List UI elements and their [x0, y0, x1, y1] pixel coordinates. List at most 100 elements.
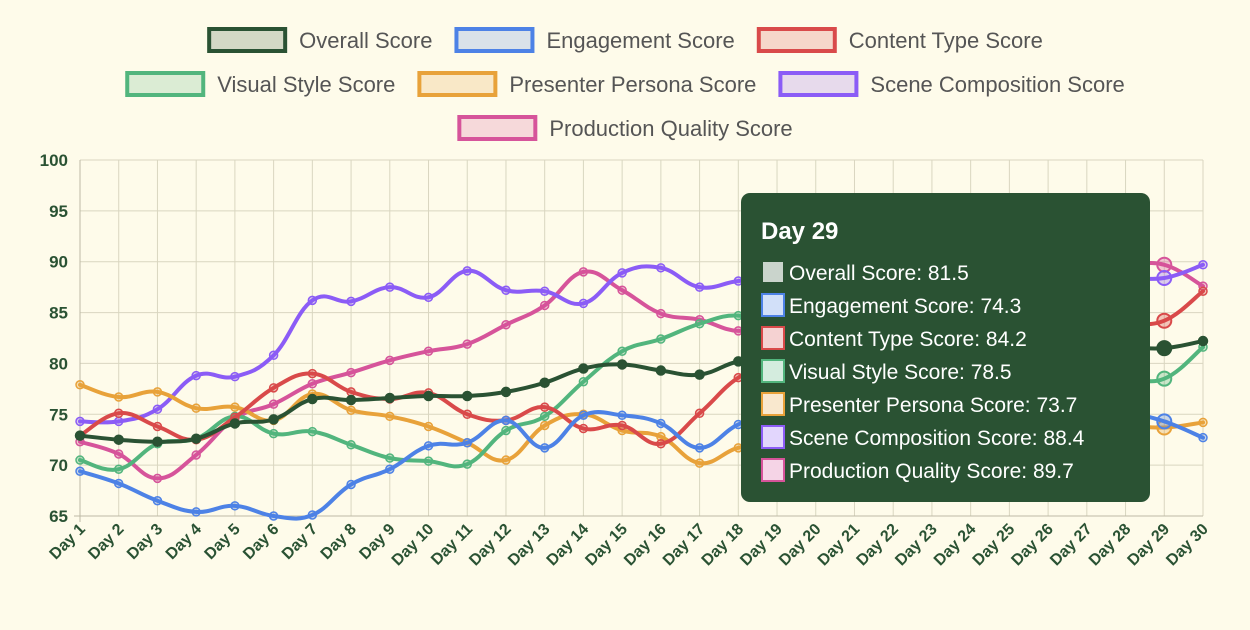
data-point[interactable] — [578, 363, 589, 374]
legend-item[interactable]: Scene Composition Score — [778, 71, 1125, 97]
data-point[interactable] — [75, 466, 85, 476]
data-point[interactable] — [501, 455, 511, 465]
data-point[interactable] — [75, 416, 85, 427]
data-point[interactable] — [152, 387, 163, 397]
data-point[interactable] — [616, 359, 628, 370]
data-point[interactable] — [656, 418, 666, 429]
data-point[interactable] — [423, 456, 434, 466]
data-point[interactable] — [462, 339, 472, 349]
data-point[interactable] — [346, 440, 356, 450]
data-point[interactable] — [694, 443, 705, 453]
data-point[interactable] — [191, 370, 201, 381]
data-point[interactable] — [461, 390, 473, 402]
legend-item[interactable]: Production Quality Score — [457, 115, 793, 141]
data-point[interactable] — [656, 263, 666, 273]
legend-item[interactable]: Content Type Score — [756, 27, 1043, 53]
legend-item[interactable]: Overall Score — [207, 27, 432, 53]
data-point[interactable] — [268, 414, 279, 425]
data-point[interactable] — [423, 346, 434, 356]
data-point[interactable] — [656, 439, 666, 449]
data-point[interactable] — [694, 369, 705, 380]
data-point[interactable] — [385, 355, 395, 366]
data-point[interactable] — [462, 409, 472, 420]
data-point[interactable] — [307, 510, 318, 520]
data-point[interactable] — [113, 449, 124, 459]
data-point[interactable] — [423, 421, 434, 432]
data-point[interactable] — [75, 455, 85, 465]
data-point[interactable] — [1198, 286, 1208, 296]
data-point[interactable] — [462, 459, 472, 469]
data-point[interactable] — [268, 350, 279, 361]
data-point[interactable] — [617, 346, 627, 356]
data-point[interactable] — [385, 411, 395, 422]
data-point[interactable] — [152, 495, 163, 506]
data-point[interactable] — [230, 501, 240, 511]
data-point[interactable] — [268, 383, 279, 393]
data-point[interactable] — [345, 394, 357, 406]
data-point[interactable] — [113, 478, 124, 489]
data-point[interactable] — [74, 430, 86, 441]
data-point[interactable] — [423, 441, 434, 451]
data-point[interactable] — [268, 399, 279, 409]
data-point[interactable] — [191, 450, 201, 460]
data-point[interactable] — [113, 392, 124, 402]
data-point[interactable] — [230, 402, 240, 412]
data-point[interactable] — [346, 479, 356, 490]
data-point[interactable] — [346, 296, 356, 307]
data-point[interactable] — [113, 408, 124, 419]
data-point[interactable] — [1198, 260, 1208, 270]
data-point[interactable] — [152, 421, 163, 432]
legend-item[interactable]: Engagement Score — [454, 27, 735, 53]
data-point[interactable] — [539, 300, 550, 311]
data-point[interactable] — [578, 267, 589, 277]
data-point[interactable] — [152, 436, 163, 447]
data-point[interactable] — [75, 380, 85, 390]
data-point[interactable] — [423, 292, 434, 303]
data-point[interactable] — [230, 371, 240, 382]
data-point[interactable] — [694, 282, 705, 292]
data-point[interactable] — [655, 365, 667, 376]
data-point[interactable] — [539, 402, 550, 412]
data-point[interactable] — [307, 393, 318, 405]
data-point[interactable] — [268, 428, 279, 439]
data-point[interactable] — [1156, 413, 1173, 430]
data-point[interactable] — [1156, 256, 1173, 273]
data-point[interactable] — [346, 405, 356, 415]
data-point[interactable] — [501, 320, 511, 330]
data-point[interactable] — [190, 433, 202, 444]
data-point[interactable] — [346, 387, 356, 397]
data-point[interactable] — [385, 282, 395, 292]
data-point[interactable] — [307, 368, 318, 379]
data-point[interactable] — [152, 473, 163, 484]
data-point[interactable] — [462, 438, 472, 448]
data-point[interactable] — [1156, 340, 1173, 357]
data-point[interactable] — [501, 415, 511, 426]
data-point[interactable] — [384, 392, 396, 404]
data-point[interactable] — [268, 511, 279, 521]
data-point[interactable] — [617, 268, 627, 278]
data-point[interactable] — [191, 403, 201, 413]
data-point[interactable] — [1156, 269, 1173, 286]
data-point[interactable] — [113, 464, 124, 474]
legend-item[interactable]: Visual Style Score — [125, 71, 395, 97]
data-point[interactable] — [539, 286, 550, 296]
data-point[interactable] — [656, 308, 666, 319]
data-point[interactable] — [694, 458, 705, 468]
data-point[interactable] — [617, 420, 627, 431]
data-point[interactable] — [307, 379, 318, 389]
data-point[interactable] — [1198, 417, 1208, 428]
data-point[interactable] — [694, 408, 705, 419]
data-point[interactable] — [152, 404, 163, 414]
data-point[interactable] — [539, 411, 550, 422]
data-point[interactable] — [617, 285, 627, 295]
data-point[interactable] — [191, 507, 201, 517]
data-point[interactable] — [539, 420, 550, 431]
data-point[interactable] — [385, 453, 395, 463]
data-point[interactable] — [501, 425, 511, 436]
data-point[interactable] — [578, 298, 589, 309]
data-point[interactable] — [1156, 312, 1173, 329]
data-point[interactable] — [578, 423, 589, 434]
data-point[interactable] — [500, 386, 512, 398]
data-point[interactable] — [1197, 335, 1209, 347]
data-point[interactable] — [423, 390, 434, 402]
